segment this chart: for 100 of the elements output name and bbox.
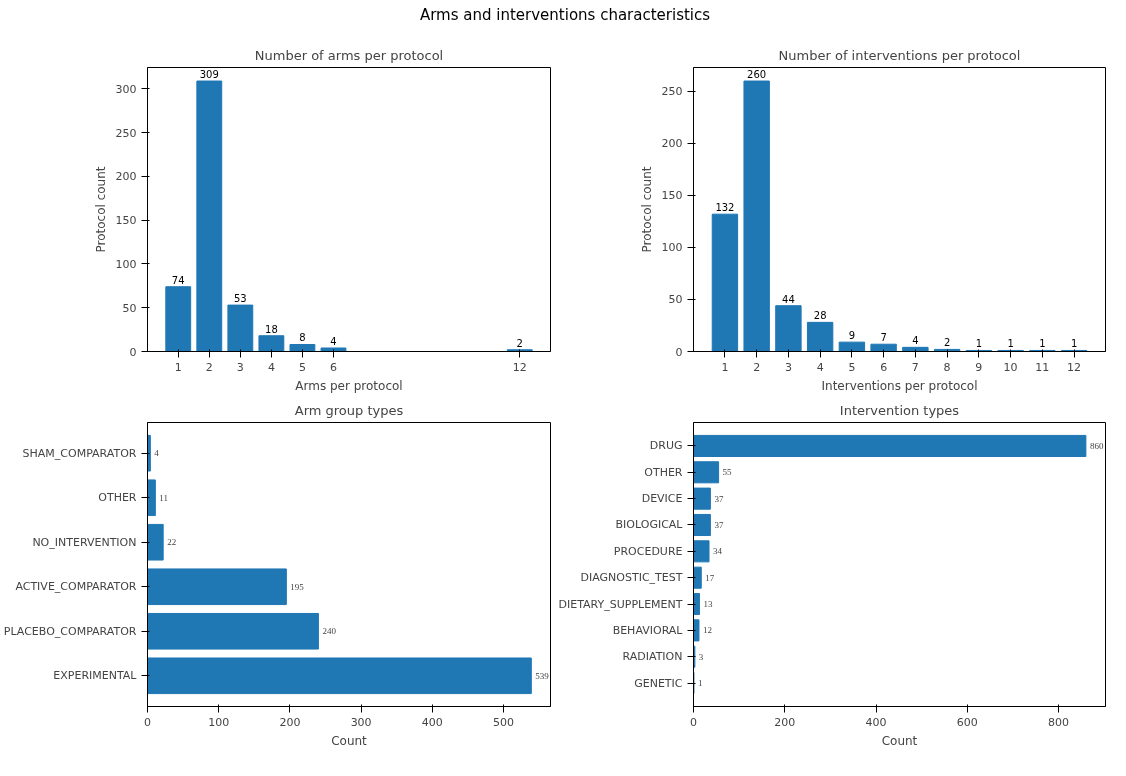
y-tick-label: 250 [115,126,137,140]
x-tick-label: 11 [1035,360,1050,374]
y-tick-label: OTHER [644,465,683,479]
y-tick-label: 100 [115,257,137,271]
y-tick-label: ACTIVE_COMPARATOR [15,580,137,594]
data-label: 132 [715,202,735,214]
y-tick-label: NO_INTERVENTION [32,535,137,549]
data-label: 4 [154,448,160,459]
x-tick-label: 12 [1067,360,1082,374]
data-label: 4 [330,336,337,347]
y-tick-label: 200 [115,170,137,184]
y-tick-label: BEHAVIORAL [612,623,684,637]
data-label: 4 [912,335,919,347]
x-tick-label: 1 [721,360,729,374]
data-label: 539 [535,670,550,681]
data-label: 22 [167,537,177,548]
y-tick-label: 300 [115,82,137,96]
chart-title: Arm group types [294,402,404,418]
data-label: 195 [290,581,305,592]
x-tick-label: 400 [865,715,887,729]
x-tick-label: 600 [956,715,978,729]
y-tick-label: DIETARY_SUPPLEMENT [558,597,683,611]
x-tick-label: 500 [493,715,515,729]
y-tick-label: 150 [661,189,683,203]
x-axis-title: Arms per protocol [295,378,403,393]
y-tick-label: 0 [129,345,137,359]
x-tick-label: 1 [174,360,182,374]
data-label: 37 [714,519,724,530]
y-tick-label: OTHER [98,491,137,505]
y-tick-label: DEVICE [641,492,683,506]
x-tick-label: 12 [512,360,527,374]
y-tick-label: RADIATION [622,650,683,664]
data-label: 240 [322,626,337,637]
data-label: 7 [880,332,887,344]
y-tick-label: 200 [661,137,683,151]
x-tick-label: 10 [1003,360,1018,374]
x-tick-label: 300 [350,715,372,729]
x-tick-label: 2 [205,360,213,374]
y-tick-label: SHAM_COMPARATOR [22,446,137,460]
x-tick-label: 0 [690,715,697,729]
y-tick-label: PLACEBO_COMPARATOR [3,624,137,638]
x-tick-label: 7 [911,360,919,374]
data-label: 1 [1039,338,1046,350]
data-label: 34 [713,546,723,557]
data-label: 1 [1007,338,1014,350]
x-tick-label: 5 [848,360,856,374]
data-label: 260 [747,69,767,81]
data-label: 12 [702,625,712,636]
data-label: 2 [516,337,523,349]
y-tick-label: 100 [661,241,683,255]
x-tick-label: 8 [943,360,951,374]
data-label: 55 [722,467,733,478]
x-axis-title: Interventions per protocol [821,378,978,393]
x-axis-title: Count [331,733,368,748]
data-label: 1 [975,338,983,350]
x-tick-label: 2 [753,360,761,374]
data-label: 28 [813,310,827,322]
x-tick-label: 5 [298,360,306,374]
y-tick-label: EXPERIMENTAL [53,669,138,683]
data-label: 53 [233,293,247,305]
data-label: 3 [698,651,704,662]
data-label: 309 [199,69,219,81]
x-tick-label: 3 [784,360,792,374]
text: Arms and interventions characteristics [419,5,711,26]
data-label: 13 [703,599,713,610]
x-tick-label: 4 [267,360,275,374]
y-tick-label: BIOLOGICAL [615,518,684,532]
x-tick-label: 100 [208,715,230,729]
x-tick-label: 400 [421,715,443,729]
chart-title: Number of arms per protocol [254,47,444,63]
data-label: 1 [1070,338,1078,350]
chart-title: Number of interventions per protocol [778,47,1021,63]
data-label: 9 [848,330,856,342]
y-tick-label: 50 [668,293,683,307]
data-label: 17 [705,572,715,583]
y-tick-label: DRUG [649,439,683,453]
x-axis-title: Count [881,733,918,748]
data-label: 860 [1089,440,1104,451]
data-label: 74 [171,274,185,286]
y-axis-title: Protocol count [93,166,108,253]
y-tick-label: 50 [122,301,137,315]
y-tick-label: GENETIC [634,676,683,690]
data-label: 1 [697,678,703,689]
data-label: 2 [943,337,951,349]
y-tick-label: DIAGNOSTIC_TEST [580,571,683,585]
x-tick-label: 200 [774,715,796,729]
data-label: 37 [714,493,724,504]
y-tick-label: 0 [675,345,683,359]
chart-title: Intervention types [839,402,960,418]
x-tick-label: 800 [1048,715,1070,729]
x-tick-label: 200 [279,715,301,729]
x-tick-label: 4 [816,360,824,374]
y-axis-title: Protocol count [639,166,654,253]
x-tick-label: 6 [329,360,337,374]
x-tick-label: 9 [975,360,983,374]
y-tick-label: 250 [661,85,683,99]
y-tick-label: 150 [115,214,137,228]
x-tick-label: 0 [144,715,151,729]
data-label: 18 [265,323,278,335]
data-label: 11 [159,492,168,503]
